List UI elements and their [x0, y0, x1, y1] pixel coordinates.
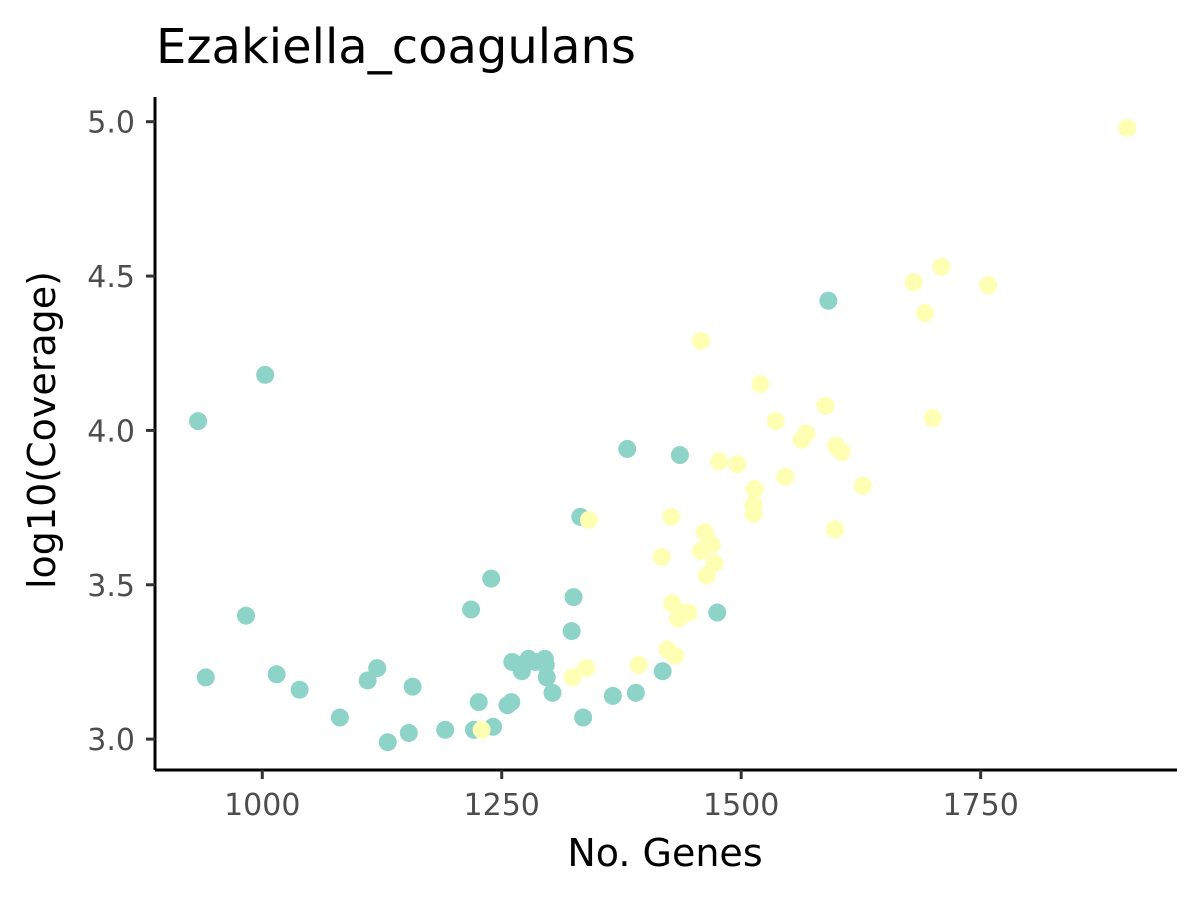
data-point	[797, 424, 816, 443]
y-tick-label: 4.0	[87, 414, 135, 449]
chart-title: Ezakiella_coagulans	[156, 19, 636, 75]
data-point	[670, 446, 689, 465]
data-point	[816, 396, 835, 415]
x-tick-label: 1750	[942, 788, 1018, 823]
x-tick-label: 1000	[224, 788, 300, 823]
data-point	[751, 375, 770, 394]
data-point	[702, 535, 721, 554]
data-point	[563, 668, 582, 687]
data-point	[399, 723, 418, 742]
data-point	[403, 677, 422, 696]
data-point	[579, 510, 598, 529]
data-point	[904, 273, 923, 292]
data-point	[691, 331, 710, 350]
data-point	[652, 547, 671, 566]
data-point	[819, 291, 838, 310]
data-point	[358, 671, 377, 690]
data-point	[832, 443, 851, 462]
data-point	[574, 708, 593, 727]
data-point	[629, 656, 648, 675]
data-point	[462, 600, 481, 619]
data-point	[472, 720, 491, 739]
data-point	[932, 257, 951, 276]
data-point	[1118, 118, 1137, 137]
data-point	[290, 680, 309, 699]
y-tick-label: 4.5	[87, 260, 135, 295]
data-point	[482, 569, 501, 588]
y-tick-label: 3.5	[87, 569, 135, 604]
data-point	[853, 476, 872, 495]
data-point	[662, 507, 681, 526]
x-tick-label: 1250	[464, 788, 540, 823]
data-point	[562, 622, 581, 641]
data-point	[923, 409, 942, 428]
y-tick-label: 3.0	[87, 723, 135, 758]
data-point	[502, 693, 521, 712]
y-axis-ticks: 3.0 3.5 4.0 4.5 5.0	[87, 106, 155, 758]
data-point	[744, 504, 763, 523]
data-point	[378, 733, 397, 752]
data-point	[826, 520, 845, 539]
data-point	[368, 659, 387, 678]
data-point	[543, 683, 562, 702]
data-point	[330, 708, 349, 727]
x-axis-ticks: 1000 1250 1500 1750	[224, 770, 1019, 823]
data-point	[618, 439, 637, 458]
data-point	[577, 659, 596, 678]
y-tick-label: 5.0	[87, 106, 135, 141]
data-point	[979, 276, 998, 295]
data-point	[267, 665, 286, 684]
y-axis-title: log10(Coverage)	[20, 271, 64, 589]
data-point	[705, 554, 724, 573]
data-point	[603, 686, 622, 705]
data-point	[256, 365, 275, 384]
data-point	[469, 693, 488, 712]
data-point	[679, 603, 698, 622]
data-point	[666, 646, 685, 665]
data-point	[708, 603, 727, 622]
data-point	[189, 412, 208, 431]
data-point	[728, 455, 747, 474]
data-point	[776, 467, 795, 486]
data-point	[745, 480, 764, 499]
data-point	[196, 668, 215, 687]
x-tick-label: 1500	[703, 788, 779, 823]
data-point	[710, 452, 729, 471]
data-point	[236, 606, 255, 625]
data-point	[916, 304, 935, 323]
data-point	[766, 412, 785, 431]
data-point	[564, 588, 583, 607]
data-point	[626, 683, 645, 702]
data-point	[436, 720, 455, 739]
data-point	[537, 668, 556, 687]
data-point	[653, 662, 672, 681]
plot-area: 3.0 3.5 4.0 4.5 5.0 1000 1250 1500 1750	[87, 97, 1177, 823]
points-layer	[189, 118, 1137, 752]
x-axis-title: No. Genes	[567, 831, 762, 875]
